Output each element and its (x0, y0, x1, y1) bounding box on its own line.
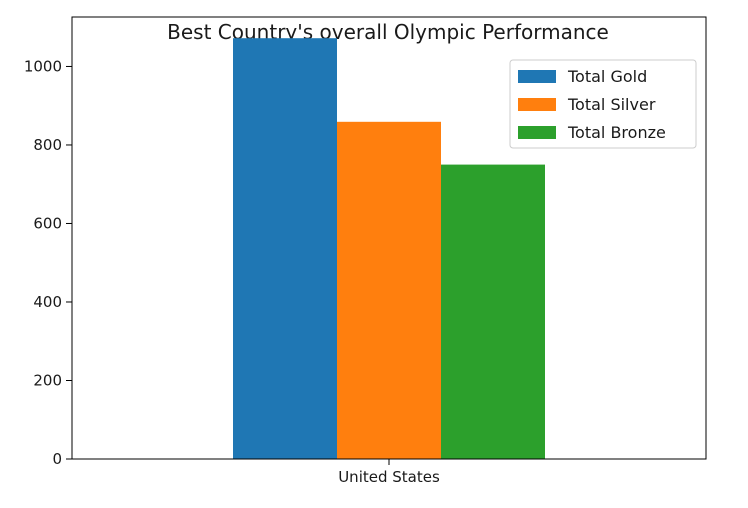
x-axis: United States (338, 459, 440, 486)
bars-group (233, 38, 545, 460)
legend-label: Total Gold (567, 67, 647, 86)
x-tick-label: United States (338, 468, 440, 486)
legend: Total Gold Total Silver Total Bronze (509, 59, 697, 149)
y-tick-label: 400 (33, 293, 62, 311)
legend-label: Total Silver (567, 95, 656, 114)
y-tick-label: 600 (33, 214, 62, 232)
bar-total-gold (233, 38, 337, 460)
legend-swatch-total-silver (518, 98, 556, 111)
legend-swatch-total-gold (518, 70, 556, 83)
legend-label: Total Bronze (567, 123, 666, 142)
bar-total-bronze (441, 164, 545, 459)
legend-swatch-total-bronze (518, 126, 556, 139)
y-tick-label: 800 (33, 136, 62, 154)
y-tick-label: 1000 (24, 57, 62, 75)
y-tick-label: 200 (33, 371, 62, 389)
legend-frame (509, 59, 697, 149)
plot-frame (71, 16, 707, 460)
y-tick-label: 0 (52, 450, 62, 468)
bar-total-silver (337, 121, 441, 460)
y-axis: 0 200 400 600 800 1000 (24, 57, 72, 468)
